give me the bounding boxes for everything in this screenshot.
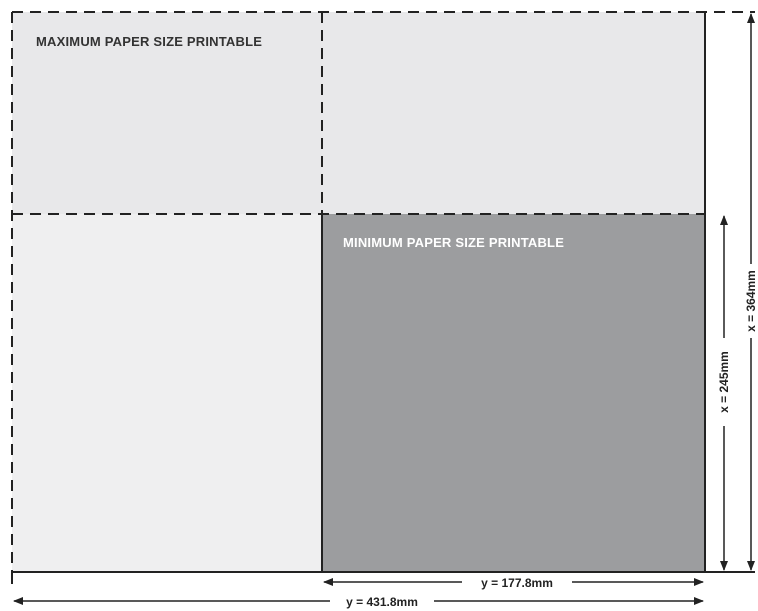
y-max-dimension-label: y = 431.8mm: [346, 595, 418, 609]
maximum-size-label: MAXIMUM PAPER SIZE PRINTABLE: [36, 34, 262, 49]
minimum-size-label: MINIMUM PAPER SIZE PRINTABLE: [343, 235, 564, 250]
arrow-up-icon: [720, 215, 728, 225]
arrowheads: [13, 13, 755, 605]
solid-edges: [11, 12, 755, 584]
arrow-right-icon: [694, 597, 704, 605]
dimension-lines: [14, 14, 752, 602]
dashed-outline: [11, 11, 755, 572]
arrow-up-icon: [747, 13, 755, 23]
minimum-paper-area: [322, 214, 705, 572]
y-min-dimension-label: y = 177.8mm: [481, 576, 553, 590]
maximum-paper-area-lower: [12, 214, 322, 572]
arrow-left-icon: [323, 578, 333, 586]
x-max-dimension-label: x = 364mm: [744, 270, 758, 332]
x-min-dimension-label: x = 245mm: [717, 351, 731, 413]
arrow-left-icon: [13, 597, 23, 605]
arrow-right-icon: [694, 578, 704, 586]
arrow-down-icon: [747, 561, 755, 571]
arrow-down-icon: [720, 561, 728, 571]
